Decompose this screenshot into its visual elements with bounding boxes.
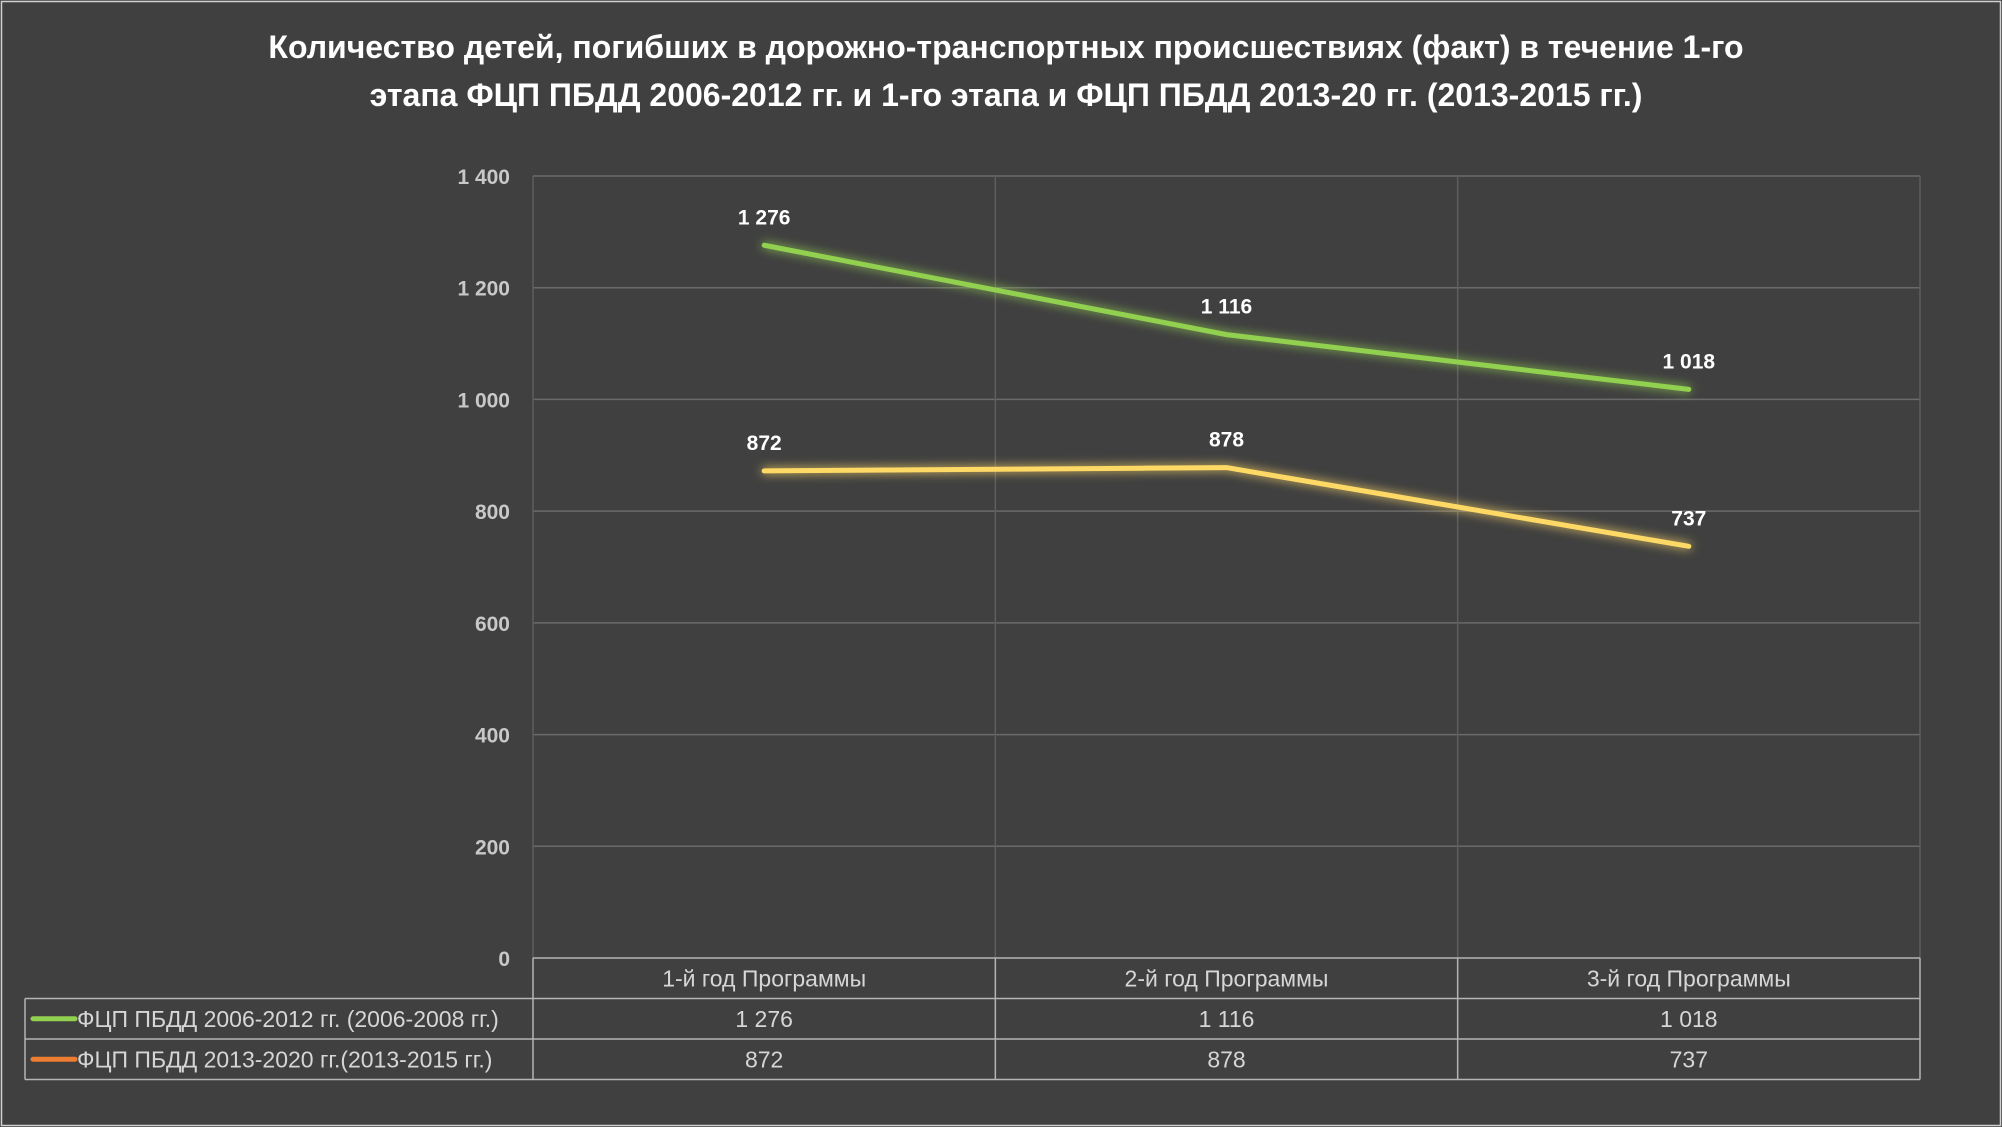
table-cell: 1 116 (1199, 1006, 1255, 1032)
data-label: 878 (1209, 429, 1244, 452)
y-tick-label: 1 000 (457, 389, 510, 412)
gridlines (532, 175, 1921, 958)
table-cell: 878 (1207, 1046, 1245, 1072)
series-lines (761, 242, 1692, 549)
y-tick-label: 400 (475, 725, 510, 748)
legend-entry: ФЦП ПБДД 2013-2020 гг.(2013-2015 гг.) (77, 1046, 492, 1072)
series-line-2 (761, 465, 1692, 549)
data-label: 1 276 (738, 206, 791, 229)
data-label: 1 116 (1201, 296, 1252, 319)
chart-title-line-2: этапа ФЦП ПБДД 2006-2012 гг. и 1-го этап… (370, 77, 1643, 113)
series-line-1 (761, 242, 1692, 392)
category-label: 3-й год Программы (1587, 965, 1791, 991)
table-cell: 872 (745, 1046, 783, 1072)
data-labels: 1 276 1 116 1 018 872 878 737 (738, 206, 1716, 530)
y-axis-ticks: 0 200 400 600 800 1 000 1 200 1 400 (457, 166, 510, 971)
table-cell: 1 018 (1660, 1006, 1718, 1032)
category-label: 1-й год Программы (662, 965, 866, 991)
y-tick-label: 0 (498, 948, 510, 971)
y-tick-label: 800 (475, 501, 510, 524)
legend-entry: ФЦП ПБДД 2006-2012 гг. (2006-2008 гг.) (77, 1006, 499, 1032)
category-label: 2-й год Программы (1125, 965, 1329, 991)
table-cell: 737 (1670, 1046, 1708, 1072)
data-label: 737 (1671, 507, 1706, 530)
data-table: 1-й год Программы 2-й год Программы 3-й го… (24, 957, 1921, 1081)
chart-title-line-1: Количество детей, погибших в дорожно-тра… (268, 29, 1743, 65)
data-label: 872 (747, 432, 782, 455)
y-tick-label: 1 400 (457, 166, 510, 189)
data-label: 1 018 (1663, 350, 1716, 373)
y-tick-label: 200 (475, 836, 510, 859)
y-tick-label: 1 200 (457, 278, 510, 301)
y-tick-label: 600 (475, 613, 510, 636)
table-cell: 1 276 (735, 1006, 793, 1032)
